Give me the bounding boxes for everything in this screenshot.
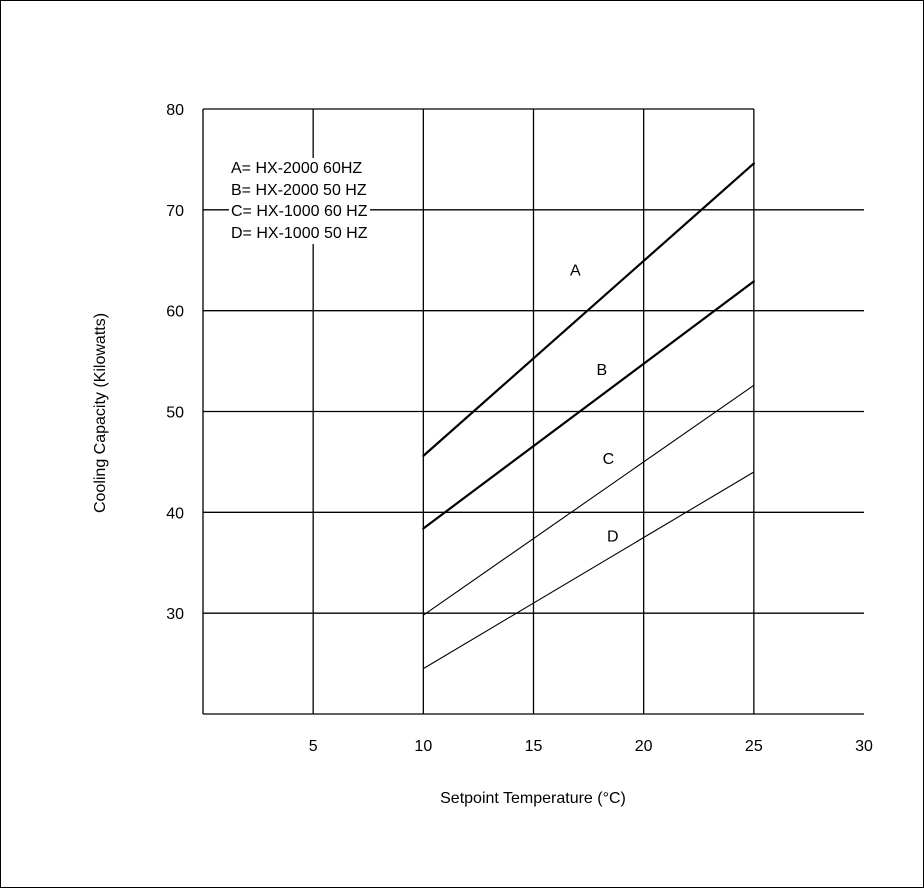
- series-line-d: [422, 471, 755, 670]
- legend: A= HX-2000 60HZ B= HX-2000 50 HZ C= HX-1…: [229, 158, 370, 244]
- series-label-c: C: [603, 451, 615, 468]
- grid-lines: [203, 109, 864, 714]
- series-labels: A B C D: [570, 262, 619, 545]
- series-lines: [422, 162, 755, 670]
- axes: [202, 108, 864, 715]
- series-line-b: [422, 280, 755, 530]
- series-label-a: A: [570, 262, 581, 279]
- legend-entry-b: B= HX-2000 50 HZ: [231, 181, 367, 199]
- series-label-d: D: [607, 529, 619, 546]
- x-tick-label-5: 5: [309, 738, 318, 755]
- legend-entry-a: A= HX-2000 60HZ: [231, 160, 363, 177]
- y-tick-label-50: 50: [166, 405, 184, 422]
- y-tick-label-40: 40: [166, 505, 184, 522]
- legend-entry-d: D= HX-1000 50 HZ: [231, 224, 368, 242]
- x-tick-label-10: 10: [414, 738, 432, 755]
- y-axis-label: Cooling Capacity (Kilowatts): [92, 313, 109, 513]
- x-tick-label-15: 15: [525, 738, 543, 755]
- series-label-b: B: [596, 362, 607, 379]
- y-tick-label-80: 80: [166, 102, 184, 119]
- series-line-a: [422, 162, 755, 457]
- x-tick-label-20: 20: [635, 738, 653, 755]
- x-tick-label-25: 25: [745, 738, 763, 755]
- x-axis-label: Setpoint Temperature (°C): [440, 790, 626, 807]
- series-line-c: [422, 384, 755, 616]
- y-tick-label-60: 60: [166, 304, 184, 321]
- y-tick-label-30: 30: [166, 606, 184, 623]
- tick-labels: 5 10 15 20 25 30 30 40 50 60 70 80: [166, 102, 873, 755]
- x-tick-label-30: 30: [855, 738, 873, 755]
- y-tick-label-70: 70: [166, 203, 184, 220]
- legend-entry-c: C= HX-1000 60 HZ: [231, 203, 368, 220]
